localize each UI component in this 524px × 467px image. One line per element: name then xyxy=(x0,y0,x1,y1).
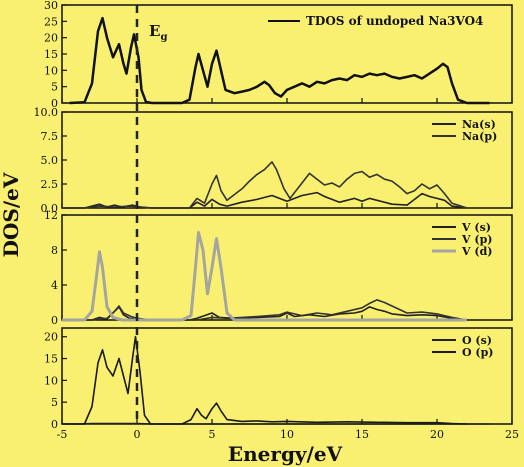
legend-label: Na(s) xyxy=(462,118,496,131)
series-line-v-2 xyxy=(62,231,467,322)
y-tick-label: 30 xyxy=(44,0,58,12)
legend-label: TDOS of undoped Na3VO4 xyxy=(306,14,483,28)
y-tick-label: 5.0 xyxy=(41,154,59,167)
series-line-tdos-0 xyxy=(69,16,490,105)
series-line-na-0 xyxy=(62,191,468,209)
series-line-v-1 xyxy=(62,299,468,321)
series-line-na-1 xyxy=(62,161,468,209)
y-tick-label: 2.5 xyxy=(41,178,59,191)
band-gap-annotation-main: E xyxy=(149,22,160,40)
x-axis-label: Energy/eV xyxy=(228,442,343,466)
y-tick-label: 0 xyxy=(51,314,58,327)
x-tick-label: 0 xyxy=(134,428,141,441)
panel-frame xyxy=(61,214,513,321)
legend-label: O (s) xyxy=(462,334,492,347)
y-tick-label: 5 xyxy=(51,396,58,409)
y-tick-label: 20 xyxy=(44,331,58,344)
x-tick-label: -5 xyxy=(57,428,68,441)
y-tick-label: 10 xyxy=(44,374,58,387)
x-tick-label: 10 xyxy=(280,428,294,441)
panel-v: 0 4 8 12 V (s)V (p)V (d) xyxy=(44,209,513,327)
y-tick-label: 10 xyxy=(44,64,58,77)
band-gap-annotation: Eg xyxy=(149,22,167,43)
y-axis-label: DOS/eV xyxy=(0,172,23,257)
y-tick-label: 10.0 xyxy=(34,106,59,119)
x-tick-label: 20 xyxy=(430,428,444,441)
panel-tdos: 0 5 10 15 20 25 30 TDOS of undoped Na3VO4 xyxy=(44,0,513,110)
y-tick-label: 0 xyxy=(51,418,58,431)
legend-label: O (p) xyxy=(462,346,494,359)
legend-label: Na(p) xyxy=(462,130,497,143)
panel-o: 0 5 10 15 20 O (s)O (p) xyxy=(44,327,513,431)
y-tick-label: 25 xyxy=(44,15,58,28)
y-tick-label: 8 xyxy=(51,244,58,257)
y-tick-label: 0.0 xyxy=(41,202,59,215)
x-tick-label: 5 xyxy=(209,428,216,441)
y-tick-label: 15 xyxy=(44,353,58,366)
y-tick-label: 20 xyxy=(44,32,58,45)
legend-label: V (s) xyxy=(461,221,491,234)
legend-label: V (p) xyxy=(461,233,492,246)
y-tick-label: 5 xyxy=(51,81,58,94)
panel-na: 0.0 2.5 5.0 7.5 10.0 Na(s)Na(p) xyxy=(34,106,513,215)
y-tick-label: 7.5 xyxy=(41,130,59,143)
series-line-o-1 xyxy=(62,335,468,425)
x-tick-label: 25 xyxy=(505,428,519,441)
band-gap-annotation-sub: g xyxy=(160,32,167,43)
y-tick-label: 0 xyxy=(51,97,58,110)
y-tick-label: 15 xyxy=(44,48,58,61)
legend-label: V (d) xyxy=(461,245,492,258)
y-tick-label: 4 xyxy=(51,279,58,292)
x-tick-label: 15 xyxy=(355,428,369,441)
y-tick-label: 12 xyxy=(44,209,58,222)
